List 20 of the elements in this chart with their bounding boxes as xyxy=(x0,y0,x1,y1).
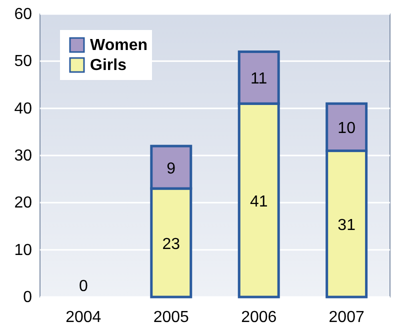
data-label: 10 xyxy=(338,120,356,138)
y-tick-label: 10 xyxy=(14,242,32,259)
legend-label: Girls xyxy=(90,57,127,74)
x-tick-label: 2007 xyxy=(328,309,364,326)
data-label: 9 xyxy=(166,160,176,178)
y-tick-label: 50 xyxy=(14,53,32,70)
y-tick-label: 30 xyxy=(14,148,32,164)
x-tick-label: 2004 xyxy=(66,309,102,326)
y-tick-label: 20 xyxy=(14,194,32,212)
x-tick-label: 2005 xyxy=(153,309,190,326)
data-label: 0 xyxy=(78,278,88,295)
data-label: 41 xyxy=(250,193,268,210)
y-tick-label: 0 xyxy=(23,289,32,306)
legend-label: Women xyxy=(90,37,148,54)
data-label: 23 xyxy=(162,236,180,253)
y-tick-label: 60 xyxy=(14,6,32,23)
y-tick-label: 40 xyxy=(14,100,32,118)
x-tick-label: 2006 xyxy=(241,309,277,326)
data-label: 31 xyxy=(338,216,356,234)
data-label: 11 xyxy=(250,70,268,88)
